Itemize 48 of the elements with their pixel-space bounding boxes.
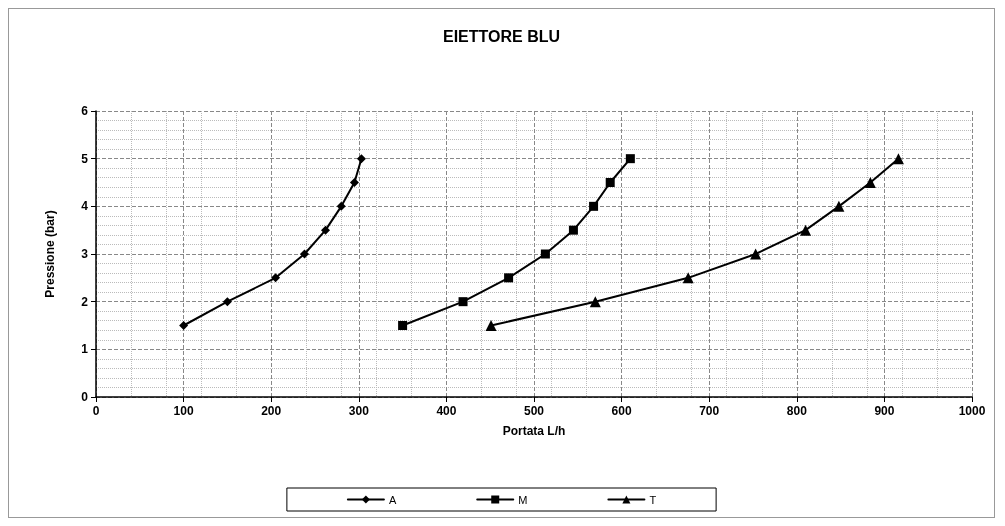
point: [625, 154, 635, 164]
y-tick-label: 4: [81, 199, 89, 214]
point: [398, 321, 408, 330]
point: [750, 248, 762, 260]
point: [589, 201, 599, 211]
y-tick-label: 5: [81, 151, 89, 166]
x-tick-label: 300: [348, 404, 370, 418]
point: [540, 249, 550, 259]
y-axis-title: Pressione (bar): [43, 210, 57, 298]
x-tick-label: 100: [173, 404, 194, 418]
x-tick-label: 800: [786, 404, 808, 418]
point: [568, 225, 578, 235]
x-axis-title: Portata L/h: [502, 424, 566, 438]
x-tick-label: 400: [436, 404, 457, 418]
chart-title: EIETTORE BLU: [442, 27, 561, 45]
legend-label: T: [649, 493, 657, 506]
point: [222, 297, 232, 307]
point: [864, 177, 876, 188]
point: [833, 200, 845, 212]
y-tick-label: 2: [81, 294, 89, 309]
point: [458, 297, 468, 307]
legend-label: M: [518, 493, 528, 506]
x-tick-label: 700: [699, 404, 720, 418]
point: [299, 249, 309, 259]
point: [605, 178, 615, 187]
point: [336, 201, 346, 211]
point: [356, 154, 366, 164]
point: [682, 272, 694, 284]
x-tick-label: 500: [523, 404, 545, 418]
y-tick-label: 6: [81, 104, 89, 118]
point: [504, 273, 514, 283]
point: [349, 178, 359, 187]
point: [271, 273, 281, 283]
y-tick-label: 0: [81, 390, 89, 404]
x-tick-label: 200: [261, 404, 282, 418]
point: [800, 224, 812, 236]
point: [589, 296, 601, 308]
x-tick-label: 1000: [958, 404, 986, 418]
y-tick-label: 3: [81, 247, 89, 261]
x-tick-label: 600: [611, 404, 632, 418]
point: [179, 321, 189, 330]
point: [892, 153, 904, 165]
y-tick-label: 1: [81, 342, 89, 357]
point: [485, 320, 497, 331]
x-tick-label: 0: [92, 404, 100, 418]
point: [321, 225, 331, 235]
legend-label: A: [388, 493, 397, 506]
x-tick-label: 900: [874, 404, 895, 418]
